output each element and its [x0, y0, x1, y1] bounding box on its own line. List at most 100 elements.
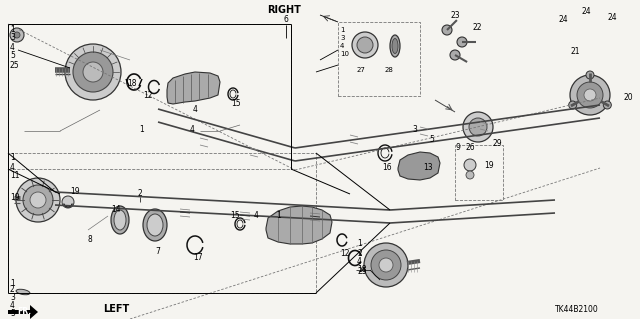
- Text: 23: 23: [450, 11, 460, 20]
- Circle shape: [364, 243, 408, 287]
- Text: 7: 7: [156, 248, 161, 256]
- Text: 21: 21: [570, 48, 580, 56]
- Text: 27: 27: [357, 67, 366, 73]
- Ellipse shape: [16, 289, 30, 295]
- Text: 1: 1: [10, 153, 15, 162]
- Text: 3: 3: [413, 125, 417, 135]
- Text: 24: 24: [581, 8, 591, 17]
- Circle shape: [442, 25, 452, 35]
- Text: 2: 2: [10, 286, 15, 294]
- Text: 6: 6: [284, 16, 289, 25]
- Text: 13: 13: [423, 164, 433, 173]
- Circle shape: [10, 28, 24, 42]
- Text: 3: 3: [10, 293, 15, 302]
- Text: TK44B2100: TK44B2100: [555, 305, 599, 314]
- Circle shape: [30, 192, 46, 208]
- Circle shape: [586, 71, 594, 79]
- Text: 1: 1: [340, 27, 344, 33]
- Text: 8: 8: [88, 235, 92, 244]
- Text: 2: 2: [357, 249, 362, 257]
- Text: 4: 4: [189, 125, 195, 135]
- Polygon shape: [398, 152, 440, 180]
- Text: 14: 14: [111, 205, 121, 214]
- Text: 24: 24: [558, 14, 568, 24]
- Text: 20: 20: [623, 93, 632, 102]
- Text: 26: 26: [465, 144, 475, 152]
- Text: 1: 1: [10, 25, 15, 33]
- Text: 18: 18: [357, 265, 367, 275]
- Text: 4: 4: [10, 301, 15, 310]
- Text: 1: 1: [10, 278, 15, 287]
- Circle shape: [62, 196, 74, 208]
- Circle shape: [352, 32, 378, 58]
- Circle shape: [65, 44, 121, 100]
- Text: FR.: FR.: [17, 308, 31, 316]
- Text: 4: 4: [357, 257, 362, 266]
- Text: 3: 3: [340, 35, 344, 41]
- Circle shape: [577, 82, 603, 108]
- Text: 4: 4: [253, 211, 259, 219]
- Text: RIGHT: RIGHT: [267, 5, 301, 15]
- Text: 25: 25: [10, 61, 20, 70]
- Text: 4: 4: [193, 106, 197, 115]
- Circle shape: [466, 171, 474, 179]
- Circle shape: [463, 112, 493, 142]
- Text: 18: 18: [127, 78, 136, 87]
- Circle shape: [14, 32, 20, 38]
- Circle shape: [23, 185, 53, 215]
- Circle shape: [357, 37, 373, 53]
- Text: 28: 28: [385, 67, 394, 73]
- Polygon shape: [167, 72, 220, 104]
- Text: 1: 1: [357, 240, 362, 249]
- Text: 29: 29: [492, 139, 502, 149]
- Text: 1: 1: [276, 211, 282, 219]
- Text: 17: 17: [193, 254, 203, 263]
- Text: 4: 4: [10, 42, 15, 51]
- Bar: [455, 145, 503, 200]
- Text: 4: 4: [340, 43, 344, 49]
- Text: 1: 1: [140, 125, 145, 135]
- Ellipse shape: [147, 214, 163, 236]
- Circle shape: [584, 89, 596, 101]
- Text: 15: 15: [231, 100, 241, 108]
- Text: 5: 5: [10, 51, 15, 61]
- Text: 12: 12: [143, 92, 153, 100]
- Text: 12: 12: [340, 249, 349, 258]
- Text: 4: 4: [10, 162, 15, 172]
- Text: 15: 15: [230, 211, 240, 219]
- Circle shape: [469, 118, 487, 136]
- Polygon shape: [266, 206, 332, 244]
- Text: 9: 9: [456, 144, 461, 152]
- Circle shape: [457, 37, 467, 47]
- Text: 19: 19: [70, 188, 79, 197]
- Ellipse shape: [111, 206, 129, 234]
- Text: 11: 11: [10, 172, 19, 181]
- Circle shape: [73, 52, 113, 92]
- Circle shape: [569, 101, 577, 109]
- Circle shape: [16, 178, 60, 222]
- Text: 24: 24: [607, 13, 617, 23]
- Text: 10: 10: [340, 51, 349, 57]
- Circle shape: [604, 101, 611, 109]
- Text: 3: 3: [10, 33, 15, 42]
- Text: 5: 5: [429, 136, 435, 145]
- Polygon shape: [8, 305, 38, 319]
- Bar: [8, 24, 291, 169]
- Text: 19: 19: [10, 192, 20, 202]
- Ellipse shape: [390, 35, 400, 57]
- Ellipse shape: [392, 39, 398, 54]
- Circle shape: [371, 250, 401, 280]
- Text: LEFT: LEFT: [103, 304, 129, 314]
- Circle shape: [379, 258, 393, 272]
- Text: 19: 19: [484, 160, 493, 169]
- Ellipse shape: [114, 210, 126, 230]
- Bar: [8, 153, 316, 293]
- Text: 16: 16: [382, 164, 392, 173]
- Circle shape: [83, 62, 103, 82]
- Circle shape: [450, 50, 460, 60]
- Ellipse shape: [143, 209, 167, 241]
- Text: 5: 5: [10, 308, 15, 317]
- Text: 2: 2: [138, 189, 142, 197]
- Circle shape: [464, 159, 476, 171]
- Circle shape: [570, 75, 610, 115]
